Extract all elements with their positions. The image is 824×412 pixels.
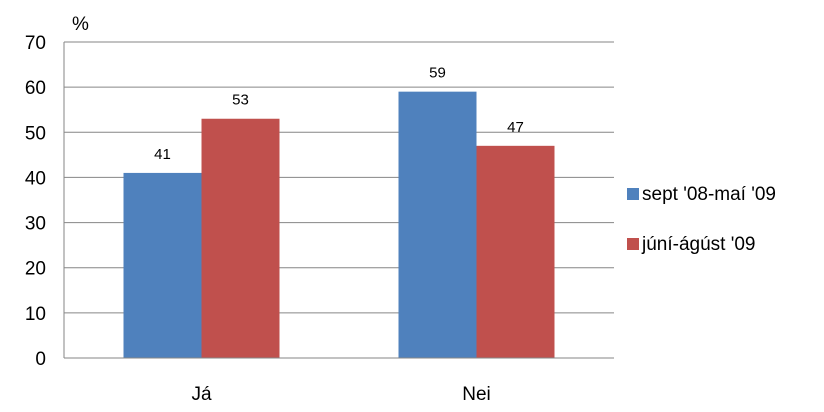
y-tick-label: 50 bbox=[25, 123, 46, 144]
y-tick-label: 20 bbox=[25, 259, 46, 280]
data-label: 53 bbox=[232, 92, 249, 109]
data-label: 47 bbox=[507, 119, 524, 136]
bars bbox=[123, 91, 555, 359]
legend-label: sept '08-maí '09 bbox=[642, 184, 776, 205]
y-axis-ticks: 0 10 20 30 40 50 60 70 bbox=[25, 33, 46, 370]
legend: sept '08-maí '09 júní-ágúst '09 bbox=[627, 184, 776, 255]
legend-label: júní-ágúst '09 bbox=[641, 234, 755, 255]
y-axis-unit-label: % bbox=[72, 14, 89, 35]
x-category-label: Já bbox=[191, 384, 212, 405]
data-labels: 41 53 59 47 bbox=[154, 65, 524, 163]
y-tick-label: 30 bbox=[25, 214, 46, 235]
data-label: 41 bbox=[154, 146, 171, 163]
y-tick-label: 70 bbox=[25, 33, 46, 54]
data-label: 59 bbox=[429, 65, 446, 82]
bar bbox=[398, 91, 477, 359]
y-tick-label: 10 bbox=[25, 304, 46, 325]
x-axis-categories: Já Nei bbox=[191, 384, 490, 405]
legend-swatch bbox=[627, 238, 639, 250]
x-category-label: Nei bbox=[462, 384, 491, 405]
bar bbox=[123, 172, 202, 358]
bar bbox=[476, 145, 555, 358]
y-tick-label: 0 bbox=[35, 349, 46, 370]
legend-swatch bbox=[627, 188, 639, 200]
y-tick-label: 40 bbox=[25, 168, 46, 189]
axes bbox=[63, 42, 614, 359]
y-tick-label: 60 bbox=[25, 78, 46, 99]
bar bbox=[201, 118, 280, 358]
